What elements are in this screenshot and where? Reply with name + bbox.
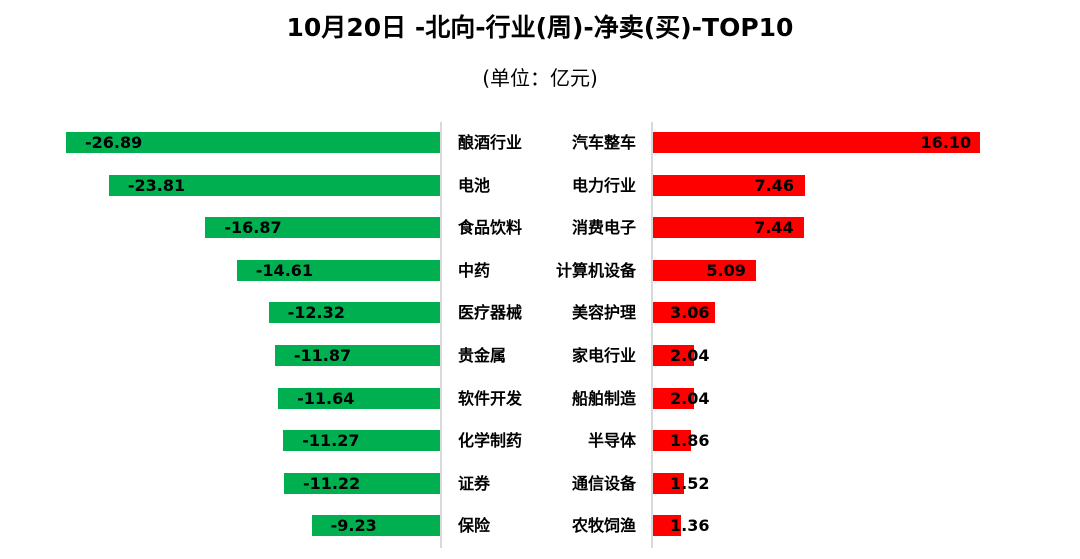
buy-category-label: 农牧饲渔 xyxy=(571,516,636,535)
buy-category-label: 半导体 xyxy=(587,431,636,450)
buy-value-label: 5.09 xyxy=(706,261,746,280)
buy-bar xyxy=(653,132,980,153)
sell-value-label: -12.32 xyxy=(287,303,345,322)
sell-category-label: 电池 xyxy=(458,176,491,195)
buy-category-label: 家电行业 xyxy=(571,346,636,365)
buy-category-label: 美容护理 xyxy=(571,303,636,322)
sell-bar xyxy=(108,175,440,196)
sell-category-label: 食品饮料 xyxy=(458,218,523,237)
buy-value-label: 1.86 xyxy=(670,431,710,450)
buy-bar xyxy=(653,345,695,366)
sell-bar xyxy=(283,473,440,494)
sell-category-label: 软件开发 xyxy=(458,389,523,408)
chart-subtitle: (单位：亿元) xyxy=(482,66,598,90)
buy-bar xyxy=(653,388,695,409)
sell-category-label: 酿酒行业 xyxy=(458,133,523,152)
sell-category-label: 贵金属 xyxy=(458,346,507,365)
sell-bar xyxy=(283,430,440,451)
sell-bar xyxy=(236,260,440,281)
buy-category-label: 汽车整车 xyxy=(571,133,636,152)
buy-bar xyxy=(653,302,716,323)
buy-value-label: 3.06 xyxy=(670,303,710,322)
buy-value-label: 2.04 xyxy=(670,346,710,365)
buy-bar xyxy=(653,217,805,238)
sell-value-label: -11.87 xyxy=(293,346,352,365)
sell-category-label: 医疗器械 xyxy=(458,303,523,322)
buy-bar xyxy=(653,473,684,494)
sell-value-label: -9.23 xyxy=(330,516,377,535)
buy-value-label: 1.52 xyxy=(670,474,710,493)
sell-value-label: -23.81 xyxy=(127,176,186,195)
sell-bar xyxy=(274,345,440,366)
buy-category-label: 通信设备 xyxy=(571,474,636,493)
sell-bar xyxy=(268,302,440,323)
sell-category-label: 化学制药 xyxy=(458,431,523,450)
sell-value-label: -16.87 xyxy=(224,218,282,237)
left-axis-divider xyxy=(440,122,442,548)
sell-value-label: -11.22 xyxy=(302,474,361,493)
sell-bar xyxy=(311,515,440,536)
sell-bar xyxy=(278,388,440,409)
buy-category-label: 船舶制造 xyxy=(571,389,636,408)
right-axis-divider xyxy=(651,122,653,548)
buy-bar xyxy=(653,515,681,536)
sell-bar xyxy=(66,132,440,153)
sell-category-label: 保险 xyxy=(458,516,491,535)
sell-value-label: -14.61 xyxy=(255,261,314,280)
buy-bar xyxy=(653,430,691,451)
buy-value-label: 7.46 xyxy=(754,176,794,195)
sell-category-label: 中药 xyxy=(458,261,491,280)
sell-value-label: -11.64 xyxy=(297,389,355,408)
sell-category-label: 证券 xyxy=(458,474,491,493)
buy-bar xyxy=(653,260,757,281)
buy-category-label: 消费电子 xyxy=(571,218,636,237)
chart-title: 10月20日 -北向-行业(周)-净卖(买)-TOP10 xyxy=(286,13,794,42)
sell-value-label: -26.89 xyxy=(85,133,143,152)
buy-value-label: 1.36 xyxy=(670,516,710,535)
buy-value-label: 7.44 xyxy=(754,218,794,237)
buy-value-label: 2.04 xyxy=(670,389,710,408)
buy-bar xyxy=(653,175,805,196)
sell-bar xyxy=(205,217,440,238)
buy-category-label: 电力行业 xyxy=(571,176,636,195)
sell-value-label: -11.27 xyxy=(302,431,360,450)
buy-value-label: 16.10 xyxy=(920,133,972,152)
buy-category-label: 计算机设备 xyxy=(555,261,636,280)
